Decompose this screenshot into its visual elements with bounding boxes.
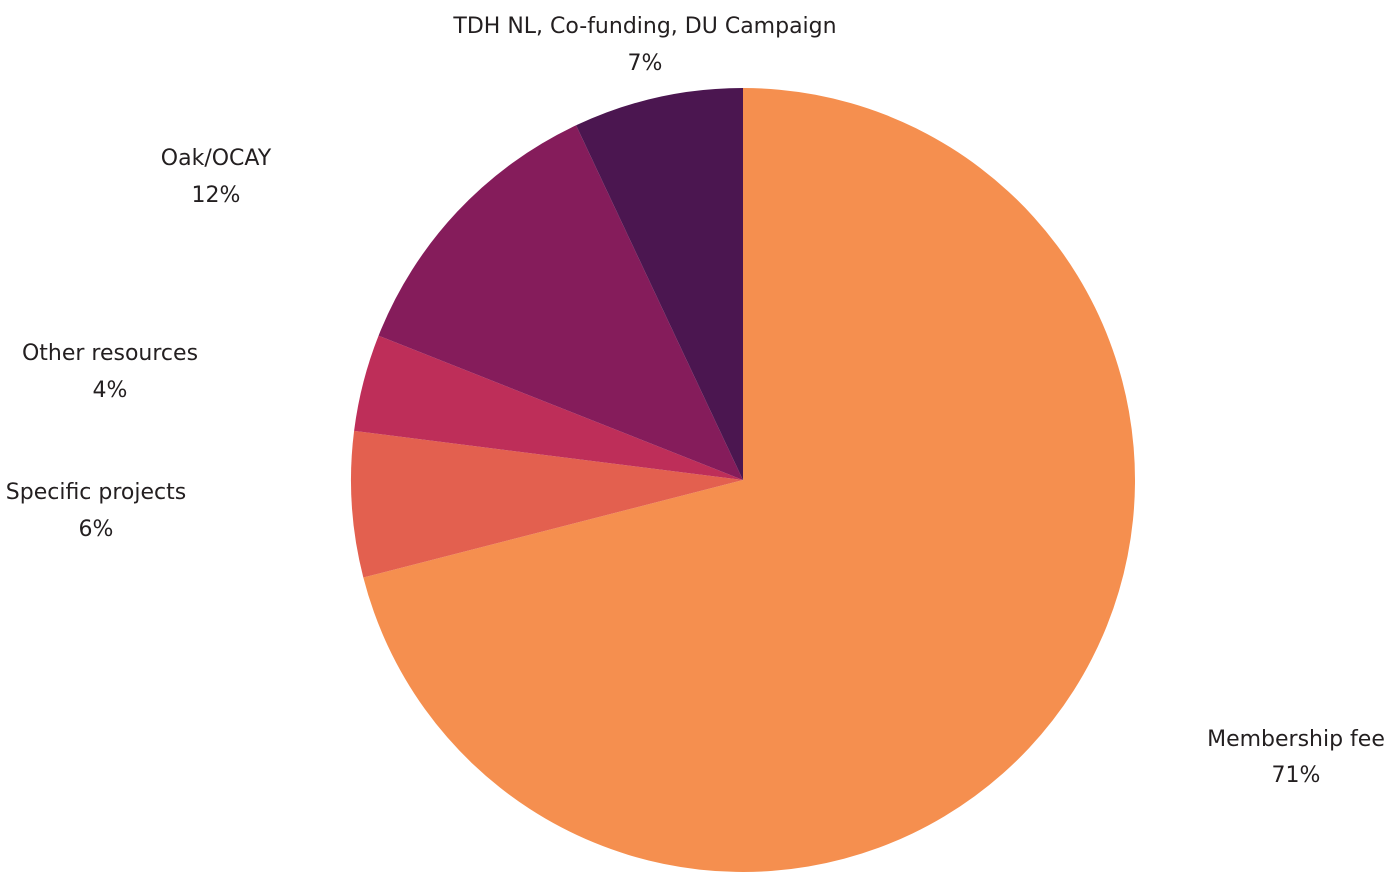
pie-slice-oak-ocay: [378, 125, 743, 480]
label-membership-fee: Membership fee: [1207, 727, 1385, 752]
pie-slice-tdh-nl-co-funding-du-campaign: [576, 88, 743, 480]
value-other-resources: 4%: [93, 378, 128, 403]
value-specific-projects: 6%: [79, 517, 114, 542]
pie-slice-other-resources: [354, 335, 743, 480]
pie-slice-specific-projects: [351, 430, 743, 578]
label-specific-projects: Specific projects: [6, 480, 186, 505]
pie-slices: [351, 88, 1136, 872]
label-oak-ocay: Oak/OCAY: [161, 146, 272, 171]
value-tdh-nl-cofunding-du-campaign: 7%: [628, 51, 663, 76]
pie-slice-membership-fee: [363, 88, 1136, 872]
value-oak-ocay: 12%: [192, 183, 241, 208]
label-other-resources: Other resources: [22, 341, 198, 366]
value-membership-fee: 71%: [1272, 763, 1321, 788]
label-tdh-nl-cofunding-du-campaign: TDH NL, Co-funding, DU Campaign: [452, 14, 836, 39]
